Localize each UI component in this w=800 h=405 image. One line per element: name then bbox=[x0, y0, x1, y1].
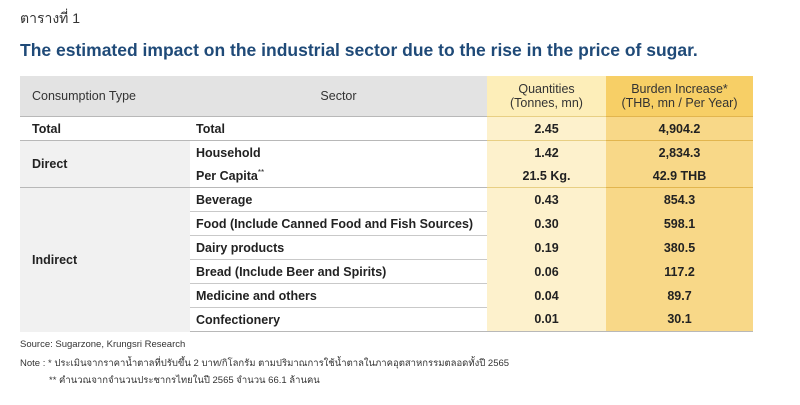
sector-cell: Total bbox=[190, 116, 487, 141]
sector-cell: Confectionery bbox=[190, 307, 487, 332]
impact-table: Consumption Type Sector Quantities (Tonn… bbox=[20, 76, 753, 332]
header-consumption-type: Consumption Type bbox=[20, 76, 190, 117]
table-title: The estimated impact on the industrial s… bbox=[20, 40, 698, 60]
header-burden: Burden Increase* (THB, mn / Per Year) bbox=[606, 76, 753, 117]
group-indirect: Indirect bbox=[20, 187, 190, 332]
source-note: Source: Sugarzone, Krungsri Research bbox=[20, 339, 186, 350]
sector-cell: Bread (Include Beer and Spirits) bbox=[190, 259, 487, 284]
table-label: ตารางที่ 1 bbox=[20, 10, 81, 26]
table-row: Confectionery 0.01 30.1 bbox=[20, 307, 753, 332]
header-burden-line2: (THB, mn / Per Year) bbox=[621, 96, 738, 110]
group-direct: Direct bbox=[20, 140, 190, 188]
quantity-cell: 2.45 bbox=[487, 116, 606, 141]
quantity-cell: 0.06 bbox=[487, 259, 606, 284]
burden-cell: 380.5 bbox=[606, 235, 753, 260]
footnote-marker: ** bbox=[257, 167, 265, 177]
header-quantities-line2: (Tonnes, mn) bbox=[510, 96, 583, 110]
table-row: Bread (Include Beer and Spirits) 0.06 11… bbox=[20, 259, 753, 284]
header-quantities-line1: Quantities bbox=[518, 82, 575, 96]
burden-cell: 854.3 bbox=[606, 187, 753, 212]
sector-cell: Beverage bbox=[190, 187, 487, 212]
table-row: Dairy products 0.19 380.5 bbox=[20, 235, 753, 260]
quantity-cell: 0.43 bbox=[487, 187, 606, 212]
header-row: Consumption Type Sector Quantities (Tonn… bbox=[20, 76, 753, 117]
header-burden-line1: Burden Increase* bbox=[631, 82, 728, 96]
sector-cell: Household bbox=[190, 140, 487, 164]
sector-cell: Per Capita** bbox=[190, 164, 487, 188]
burden-cell: 117.2 bbox=[606, 259, 753, 284]
burden-cell: 42.9 THB bbox=[606, 164, 753, 188]
burden-cell: 2,834.3 bbox=[606, 140, 753, 164]
header-quantities: Quantities (Tonnes, mn) bbox=[487, 76, 606, 117]
quantity-cell: 0.01 bbox=[487, 307, 606, 332]
sector-cell: Dairy products bbox=[190, 235, 487, 260]
quantity-cell: 0.04 bbox=[487, 283, 606, 308]
table-row: Indirect Beverage 0.43 854.3 bbox=[20, 187, 753, 332]
quantity-cell: 1.42 bbox=[487, 140, 606, 164]
sector-cell: Food (Include Canned Food and Fish Sourc… bbox=[190, 211, 487, 236]
table-row: Food (Include Canned Food and Fish Sourc… bbox=[20, 211, 753, 236]
header-sector: Sector bbox=[190, 76, 487, 117]
sector-label: Per Capita bbox=[196, 169, 258, 184]
sector-cell: Medicine and others bbox=[190, 283, 487, 308]
table-row: Medicine and others 0.04 89.7 bbox=[20, 283, 753, 308]
quantity-cell: 21.5 Kg. bbox=[487, 164, 606, 188]
group-total: Total bbox=[20, 116, 190, 141]
quantity-cell: 0.30 bbox=[487, 211, 606, 236]
table-row: Direct Household 1.42 2,834.3 bbox=[20, 140, 753, 188]
burden-cell: 598.1 bbox=[606, 211, 753, 236]
footnote-1: Note : * ประเมินจากราคาน้ำตาลที่ปรับขึ้น… bbox=[20, 358, 510, 369]
table-row: Total Total 2.45 4,904.2 bbox=[20, 116, 753, 141]
quantity-cell: 0.19 bbox=[487, 235, 606, 260]
footnote-2: ** คำนวณจากจำนวนประชากรไทยในปี 2565 จำนว… bbox=[49, 375, 320, 386]
burden-cell: 89.7 bbox=[606, 283, 753, 308]
burden-cell: 4,904.2 bbox=[606, 116, 753, 141]
table-row: Per Capita** 21.5 Kg. 42.9 THB bbox=[20, 164, 753, 188]
burden-cell: 30.1 bbox=[606, 307, 753, 332]
